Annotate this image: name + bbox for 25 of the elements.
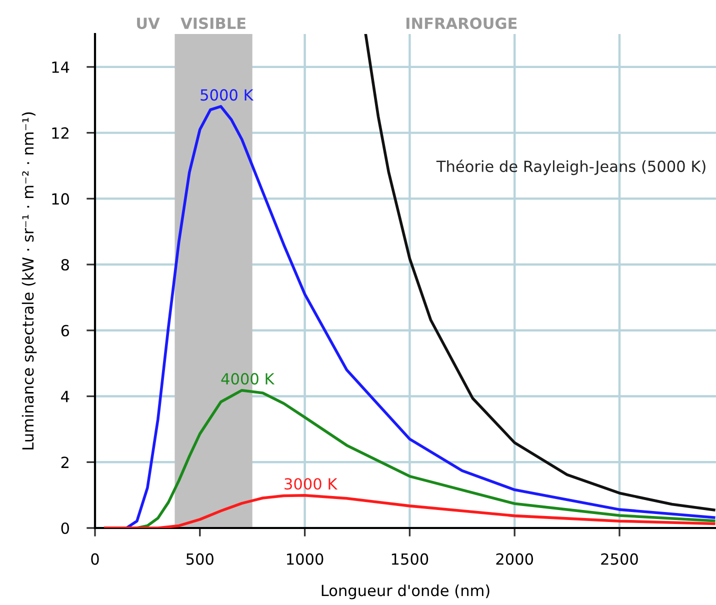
y-tick-label: 8 <box>61 259 69 271</box>
x-tick-label: 1000 <box>287 553 324 565</box>
y-tick-label: 14 <box>52 62 70 73</box>
y-tick-label: 10 <box>52 193 69 205</box>
y-tick-label: 6 <box>61 324 70 336</box>
x-tick-label: 500 <box>186 553 214 565</box>
line-series <box>104 494 716 528</box>
text: INFRAROUGE <box>406 18 517 30</box>
x-tick-label: 1500 <box>392 553 428 565</box>
y-axis-title: Luminance spectrale (kW · sr⁻¹ · m⁻² · nm⁻¹) <box>22 112 37 450</box>
band-label: VISIBLE <box>180 18 246 30</box>
x-axis-title: Longueur d'onde (nm) <box>322 584 490 600</box>
series-label: 4000 K <box>221 373 275 385</box>
line-series <box>364 34 716 512</box>
text: Théorie de Rayleigh-Jeans (5000 K) <box>436 160 706 176</box>
series-label: 3000 K <box>284 478 338 490</box>
y-tick-label: 12 <box>52 127 68 139</box>
x-tick-label: 0 <box>91 553 99 565</box>
y-tick-label: 2 <box>61 456 68 468</box>
y-tick-label: 4 <box>61 390 70 402</box>
series-label: 5000 K <box>200 89 254 101</box>
text: UV <box>137 18 160 30</box>
x-tick-label: 2500 <box>601 553 638 565</box>
y-tick-label: 0 <box>61 522 69 534</box>
x-tick-label: 2000 <box>496 553 534 565</box>
